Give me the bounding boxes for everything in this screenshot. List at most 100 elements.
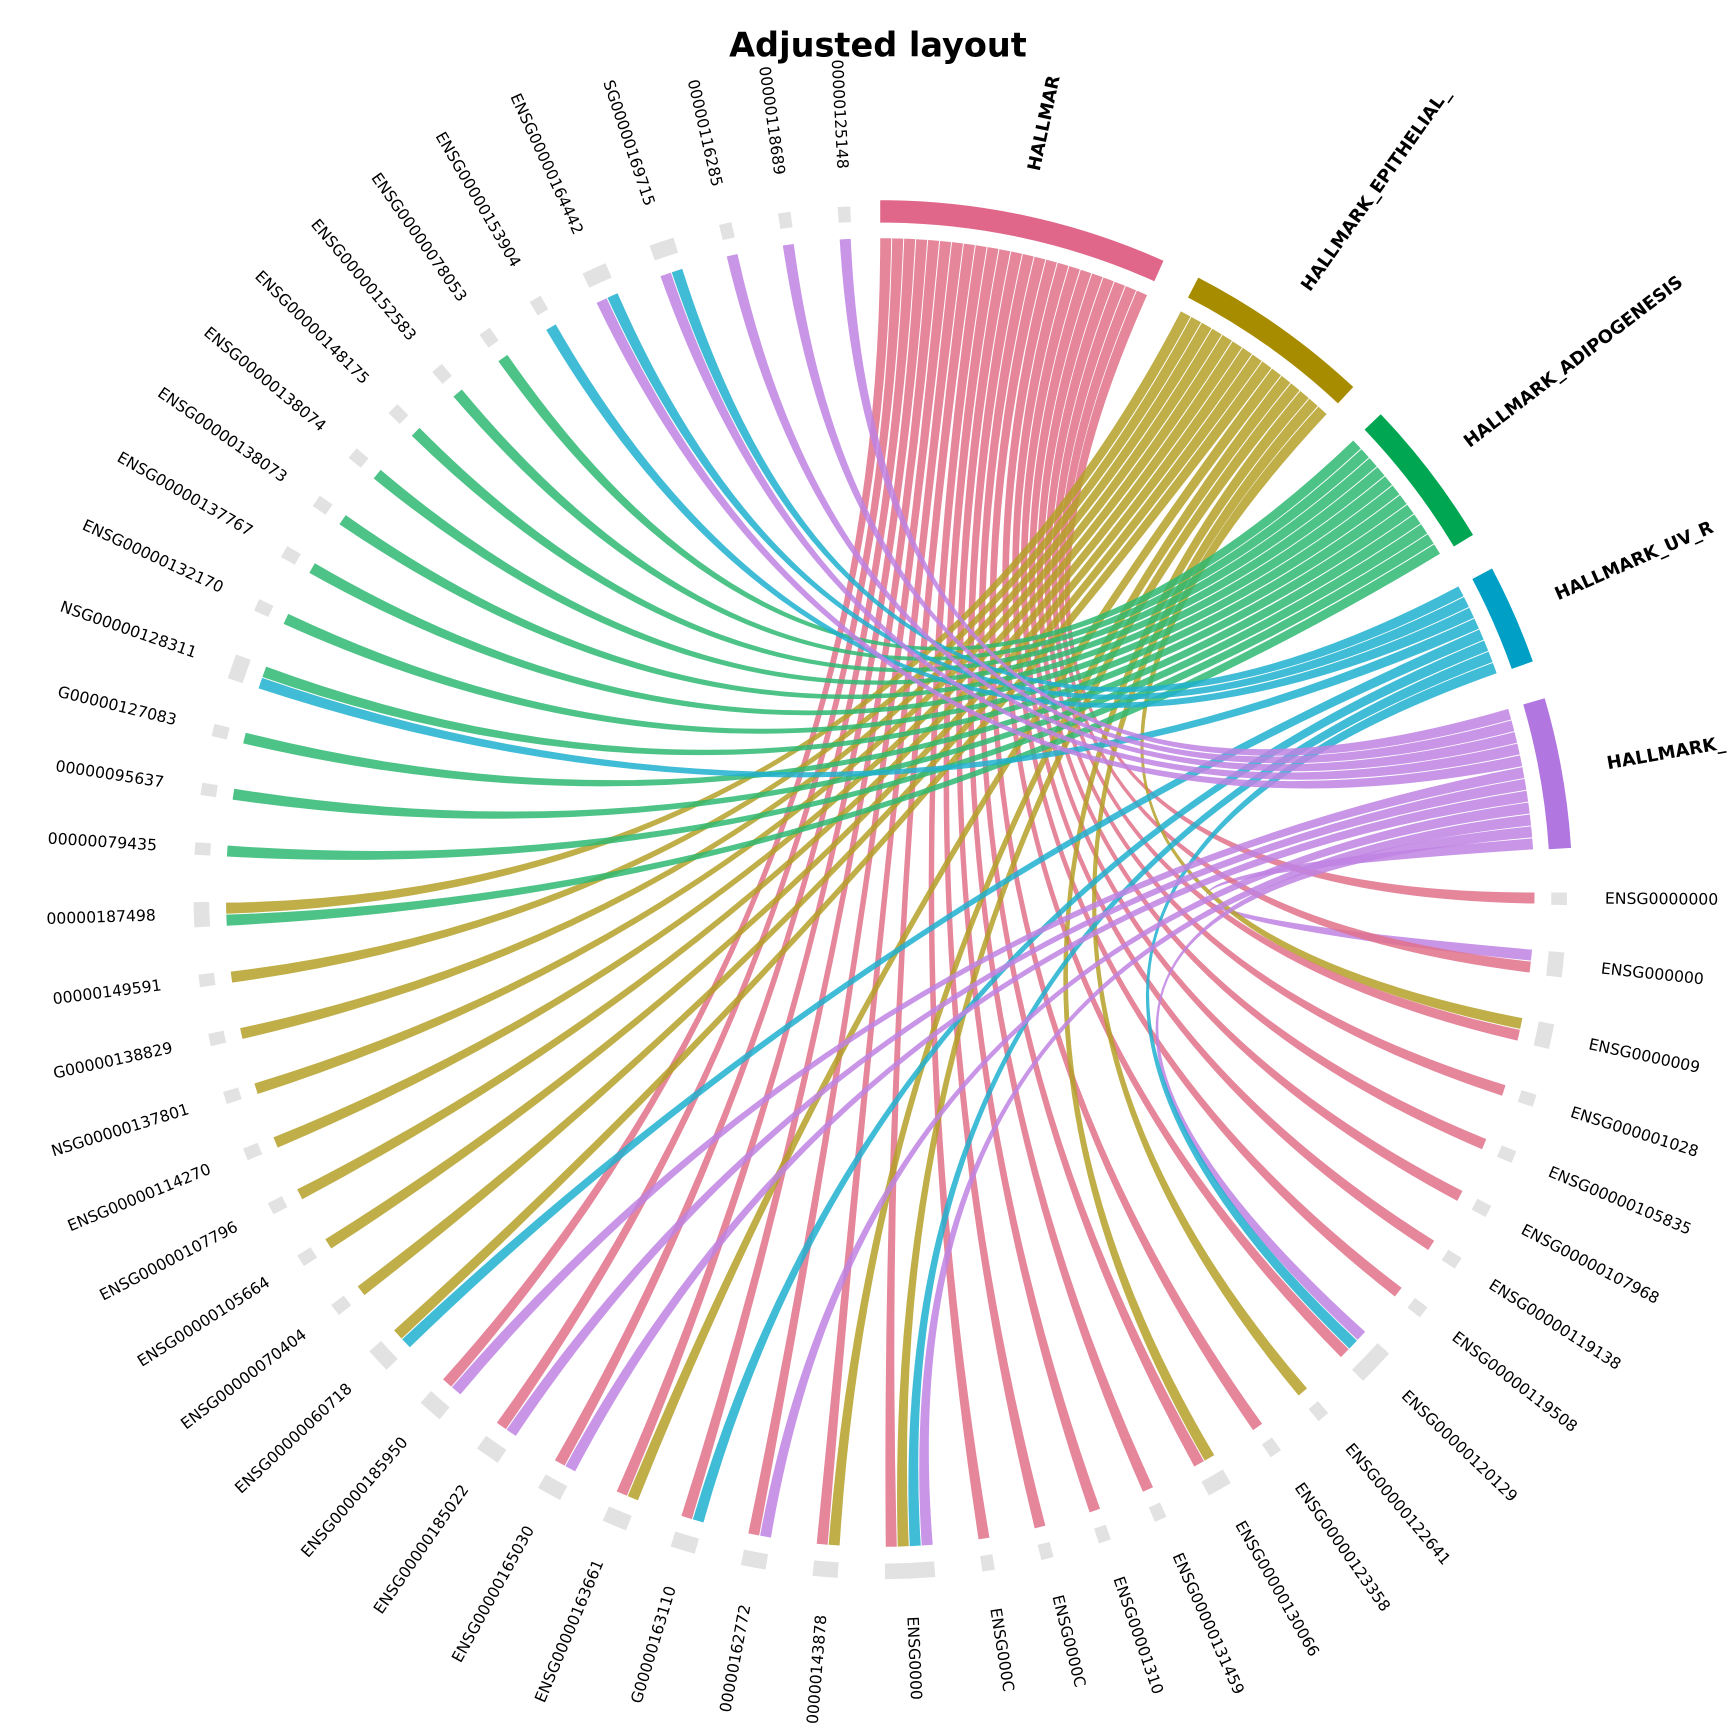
gene-label: ENSG00000114270	[65, 1159, 214, 1235]
gene-arc	[649, 237, 679, 261]
gene-arc	[837, 206, 851, 223]
hallmark-label: HALLMARK_EPITHELIAL_	[1297, 84, 1455, 295]
gene-label: ENSG00000123358	[1291, 1479, 1395, 1615]
hallmark-arc	[1188, 277, 1354, 404]
gene-label: SG00000169715	[599, 78, 659, 209]
gene-label: ENSG0000000	[1605, 889, 1718, 909]
gene-label: ENSG00000060718	[231, 1379, 356, 1497]
gene-label: ENSG00000078053	[368, 169, 472, 305]
chord	[989, 256, 1263, 1431]
gene-label: ENSG000000	[1600, 959, 1705, 989]
gene-arc	[1441, 1249, 1462, 1269]
chord	[681, 239, 940, 1520]
gene-label: ENSG00000105835	[1546, 1162, 1695, 1239]
gene-arc	[582, 263, 612, 288]
gene-label: 00000116285	[684, 77, 727, 188]
gene-arc	[420, 1391, 450, 1420]
gene-arc	[243, 1142, 263, 1161]
chord	[498, 354, 1361, 651]
gene-label: ENSG00000107796	[96, 1217, 241, 1304]
gene-arc	[331, 1295, 352, 1316]
gene-label: 00000079435	[47, 829, 157, 855]
gene-label: G00000163110	[627, 1584, 680, 1706]
chord	[373, 467, 1385, 685]
gene-arc	[537, 1474, 568, 1501]
chord	[978, 253, 1204, 1467]
chord	[411, 427, 1377, 673]
gene-label: 00000125148	[828, 59, 853, 169]
hallmark-label: HALLMARK_	[1605, 733, 1727, 774]
gene-arc	[432, 363, 452, 384]
gene-label: 00000162772	[715, 1603, 754, 1714]
chord	[1058, 286, 1531, 973]
ribbons	[226, 238, 1535, 1547]
gene-arc	[719, 222, 735, 241]
gene-arc	[194, 842, 211, 856]
gene-label: ENSG00000163661	[531, 1557, 608, 1706]
gene-arc	[198, 972, 216, 988]
gene-label: ENSG0000C	[1048, 1593, 1089, 1689]
gene-arc	[529, 295, 549, 316]
gene-label: ENSG00000165030	[448, 1522, 538, 1665]
gene-arc	[1352, 1343, 1390, 1381]
gene-label: ENSG00000137767	[114, 447, 256, 540]
gene-label: NSG00000128311	[58, 597, 199, 662]
gene-arc	[193, 901, 211, 928]
chord	[616, 239, 928, 1496]
chord	[453, 389, 1369, 661]
gene-arc	[227, 654, 251, 684]
gene-label: 00000095637	[54, 756, 165, 791]
gene-arc	[223, 1087, 242, 1104]
chord	[885, 243, 975, 1547]
chord	[816, 242, 963, 1545]
gene-label: ENSG00000070404	[177, 1325, 310, 1433]
gene-arc	[477, 1435, 507, 1463]
gene-arc	[254, 599, 274, 618]
gene-arc	[602, 1506, 632, 1531]
gene-arc	[1471, 1198, 1492, 1217]
gene-label: ENSG00000119138	[1486, 1275, 1625, 1374]
gene-arc	[980, 1554, 995, 1572]
gene-label: ENSG00000138074	[200, 323, 330, 436]
gene-arc	[1201, 1469, 1231, 1496]
gene-arc	[388, 404, 409, 425]
gene-label: ENSG0000	[903, 1616, 926, 1700]
gene-arc	[479, 327, 499, 348]
gene-label: ENSG00000130066	[1231, 1517, 1323, 1659]
hallmark-label: HALLMARK_UV_R	[1552, 517, 1717, 605]
gene-label: ENSG00000122641	[1341, 1439, 1454, 1568]
gene-label: G00000138829	[51, 1038, 174, 1083]
gene-arc	[1094, 1524, 1111, 1544]
gene-label: ENSG00000107968	[1518, 1220, 1662, 1308]
gene-label: ENSG00000185022	[369, 1481, 472, 1617]
gene-label: G00000127083	[56, 682, 179, 729]
gene-arc	[267, 1196, 288, 1215]
chord	[1051, 281, 1520, 1041]
hallmark-arc	[1472, 568, 1533, 669]
gene-label: 00000187498	[46, 906, 156, 929]
gene-arc	[369, 1340, 398, 1370]
gene-arc	[281, 546, 301, 565]
hallmark-label: HALLMARK_ADIPOGENESIS	[1460, 272, 1687, 453]
gene-label: ENSG00000132170	[80, 515, 227, 596]
gene-label: ENSG00001310	[1109, 1574, 1167, 1697]
gene-label: ENSG00000138073	[154, 383, 291, 486]
gene-label: ENSG000C	[986, 1607, 1018, 1693]
chord	[243, 514, 1421, 787]
gene-label: ENSG00000153904	[432, 128, 525, 270]
gene-arc	[208, 1030, 227, 1047]
gene-arc	[1546, 951, 1565, 978]
gene-arc	[1148, 1502, 1167, 1522]
gene-arc	[1407, 1297, 1428, 1318]
gene-arc	[211, 723, 230, 740]
gene-label: NSG00000137801	[49, 1099, 191, 1160]
arcs	[193, 200, 1572, 1580]
gene-arc	[884, 1561, 936, 1580]
hallmark-arc	[1523, 698, 1572, 850]
gene-label: 00000118689	[755, 65, 789, 176]
gene-arc	[1037, 1541, 1054, 1561]
gene-label: ENSG0000009	[1587, 1034, 1702, 1076]
gene-label: ENSG00000185950	[297, 1433, 412, 1561]
gene-arc	[812, 1560, 839, 1578]
